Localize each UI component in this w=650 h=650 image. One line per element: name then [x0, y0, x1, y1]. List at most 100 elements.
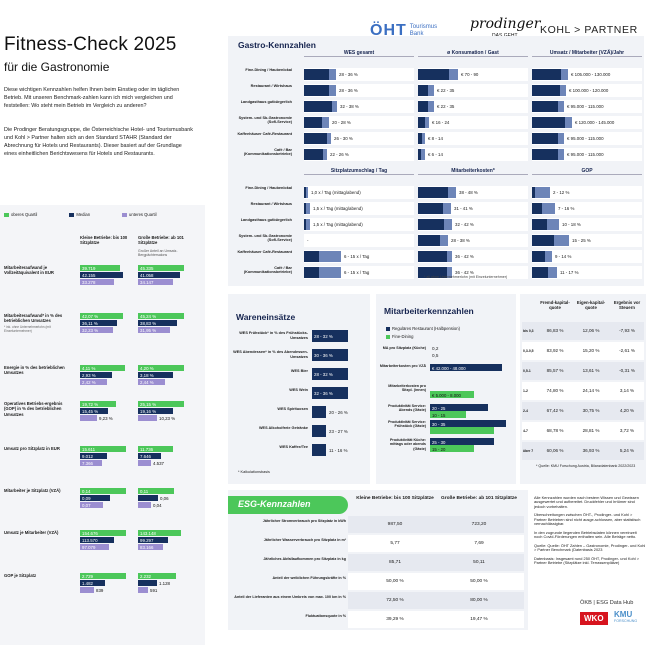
finance-cell: 36,93 %	[582, 448, 600, 453]
waren-value: 20 - 26 %	[329, 409, 348, 415]
gastro-value: € 100.000 - 120.000	[569, 88, 609, 93]
gastro-row-bg	[304, 186, 414, 199]
gastro-category-label: System- und Sb-Gastronomie (Sofl-Service…	[238, 116, 292, 125]
gastro-category-label: Café / Bar (Kommunikationsbetriebe)	[243, 148, 292, 157]
large-bar-lower	[138, 379, 165, 385]
gastro-bar-base	[418, 187, 448, 198]
small-value-lower: 2,42 %	[82, 379, 96, 385]
legend-swatch-regular	[386, 327, 390, 332]
finance-row-label: 2-4	[523, 409, 528, 413]
benchmark-label: Mitarbeiteraufwand je Vollzeitäquivalent…	[4, 265, 54, 276]
oeht-logo-text: ÖHT	[370, 22, 407, 39]
small-value-upper: 2.729	[82, 573, 93, 579]
legend-regular: Reguläres Restaurant (Halbpension)	[392, 326, 460, 331]
mitarbeiter-bar-fine	[430, 427, 494, 434]
large-bar-lower	[138, 415, 157, 421]
gastro-category-label: Restaurant / Wirtshaus	[250, 84, 292, 88]
small-value-lower: 839	[96, 587, 104, 593]
gastro-row-bg	[304, 202, 414, 215]
gastro-value: 22 - 26 %	[330, 152, 349, 157]
gastro-bar-range	[329, 69, 336, 80]
gastro-row-bg	[304, 148, 414, 161]
benchmark-note: * ink. ohne Unternehmerlohn (mit Einzelu…	[4, 325, 51, 333]
finance-cell: 30,75 %	[582, 408, 600, 413]
finance-cell: 67,42 %	[546, 408, 564, 413]
finance-row	[522, 342, 644, 360]
gastro-bar-range	[306, 203, 310, 214]
large-bar-median	[138, 580, 157, 586]
gastro-bar-base	[532, 235, 554, 246]
gastro-category-label: Fine-Dining / Haubenlokal	[245, 68, 292, 72]
small-value-median: 15,45 %	[82, 408, 99, 414]
gastro-bar-base	[304, 219, 306, 230]
mitarbeiter-value-1: 0,2	[432, 346, 439, 351]
waren-bar	[312, 406, 326, 418]
gastro-bar-range	[554, 235, 569, 246]
benchmark-label: Mitarbeiter je Sitzplatz (VZÄ)	[4, 488, 61, 493]
mitarbeiter-panel: Mitarbeiterkennzahlen Reguläres Restaura…	[376, 294, 516, 484]
large-bar-upper	[138, 401, 184, 407]
small-bar-median	[80, 372, 112, 378]
col-header-large-note: Großer Anteil an Umsatz- Bergpächtersalo…	[138, 249, 178, 258]
small-bar-lower	[80, 279, 114, 285]
gastro-column-header: Sitzplatzumschlag / Tag	[304, 168, 414, 175]
mitarbeiter-bar-regular	[430, 420, 506, 427]
large-bar-median	[138, 408, 173, 414]
gastro-title: Gastro-Kennzahlen	[238, 40, 316, 50]
esg-row-bg	[348, 592, 524, 609]
esg-hub-label: ÖKB | ESG Data Hub	[580, 600, 634, 606]
finance-cell: 15,20 %	[582, 348, 600, 353]
waren-label: WES Bier	[290, 369, 308, 373]
small-value-upper: 4,11 %	[82, 365, 96, 371]
large-bar-median	[138, 495, 158, 501]
small-value-lower: 33.278	[82, 279, 96, 285]
gastro-bar-range	[428, 85, 434, 96]
note-5: Datenbasis: Insgesamt rund 250 ÖHT, Prod…	[534, 555, 639, 566]
mitarbeiter-label: MA pro Sitzplatz (Küche)	[382, 346, 426, 350]
small-bar-lower	[80, 327, 113, 333]
small-bar-median	[80, 453, 107, 459]
gastro-value: 26 - 30 %	[334, 136, 353, 141]
finance-row-label: 4-7	[523, 429, 528, 433]
gastro-value: 31 - 41 %	[454, 206, 473, 211]
large-bar-lower	[138, 502, 151, 508]
gastro-bar-base	[418, 85, 428, 96]
esg-title: ESG-Kennzahlen	[238, 499, 311, 509]
gastro-row-bg	[418, 100, 528, 113]
benchmark-label: Operatives Betriebs-ergebnis (GOP) in % …	[4, 401, 63, 417]
gastro-bar-base	[304, 203, 306, 214]
finance-cell: 3,72 %	[619, 428, 635, 433]
note-3: In den zugrunde liegenden Betriebsdaten …	[534, 529, 637, 540]
large-bar-upper	[138, 530, 181, 536]
gastro-value: 28 - 38 %	[451, 238, 470, 243]
finance-header: Fremd-kapital-quote	[540, 300, 570, 311]
mitarbeiter-value-2: 15 - 20	[432, 446, 446, 452]
waren-label: WES Kaffee/Tee	[279, 445, 308, 449]
gastro-bar-base	[532, 85, 560, 96]
small-bar-upper	[80, 573, 126, 579]
mitarbeiter-bar-regular	[430, 364, 502, 371]
oeht-logo-sub2: Bank	[409, 31, 424, 37]
finance-row-label: 1-2	[523, 389, 528, 393]
gastro-bar-range	[329, 85, 336, 96]
small-value-lower: 9,23 %	[99, 415, 113, 421]
gastro-bar-range	[422, 133, 425, 144]
note-4: Quelle: Quelle: ÖHT Zahlen – Gastronomie…	[534, 542, 646, 553]
oeht-logo-sub1: Tourismus	[409, 24, 438, 31]
gastro-value: 7 - 16 %	[558, 206, 575, 211]
oeht-logo: ÖHT Tourismus Bank	[370, 22, 437, 40]
mitarbeiter-label: Produktivität Service: Frühstück (Gäste)	[388, 420, 426, 429]
gastro-bar-range	[319, 267, 341, 278]
mitarbeiter-label: Produktivität Service: Abends (Gäste)	[388, 404, 426, 413]
large-value-upper: 11.736	[140, 446, 154, 452]
gastro-category-label: Kaffeehäuser Café-Restaurant	[237, 132, 292, 136]
waren-label: WES Alkoholfreie Getränke	[258, 426, 308, 430]
gastro-bar-range	[448, 187, 456, 198]
gastro-bar-range	[428, 101, 434, 112]
small-value-median: 2,93 %	[82, 372, 96, 378]
gastro-value: 38 - 48 %	[459, 190, 478, 195]
gastro-bar-range	[558, 149, 564, 160]
gastro-category-label: Restaurant / Wirtshaus	[250, 202, 292, 206]
waren-bar	[312, 368, 348, 380]
large-bar-lower	[138, 587, 148, 593]
